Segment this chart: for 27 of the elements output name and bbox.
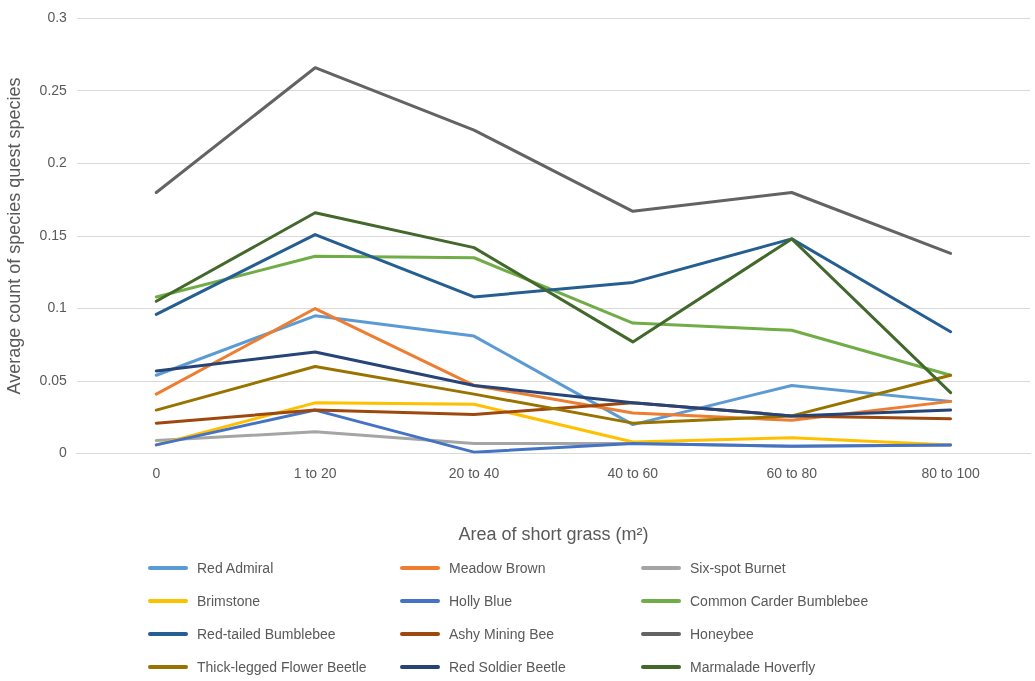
legend-label: Red-tailed Bumblebee <box>197 626 336 642</box>
legend-label: Honeybee <box>690 626 754 642</box>
y-tick-label: 0.3 <box>47 9 68 26</box>
legend-label: Brimstone <box>197 593 261 609</box>
y-tick-label: 0.25 <box>39 81 68 98</box>
x-tick-label: 80 to 100 <box>921 464 980 481</box>
x-tick-label: 1 to 20 <box>293 464 337 481</box>
x-tick-label: 20 to 40 <box>448 464 500 481</box>
y-tick-label: 0.05 <box>39 371 68 388</box>
legend-label: Red Soldier Beetle <box>449 659 566 675</box>
y-tick-label: 0.1 <box>47 299 68 316</box>
y-tick-label: 0 <box>59 444 68 461</box>
legend-label: Meadow Brown <box>449 560 546 576</box>
x-tick-label: 0 <box>152 464 161 481</box>
y-tick-label: 0.15 <box>39 226 68 243</box>
x-tick-label: 60 to 80 <box>766 464 818 481</box>
legend-label: Holly Blue <box>449 593 513 609</box>
legend-label: Marmalade Hoverfly <box>690 659 816 675</box>
legend-label: Red Admiral <box>197 560 274 576</box>
x-tick-label: 40 to 60 <box>607 464 659 481</box>
x-axis-title: Area of short grass (m²) <box>458 524 649 545</box>
legend-label: Six-spot Burnet <box>690 560 786 576</box>
legend-label: Thick-legged Flower Beetle <box>197 659 367 675</box>
legend-label: Common Carder Bumblebee <box>690 593 869 609</box>
legend-label: Ashy Mining Bee <box>449 626 555 642</box>
y-tick-label: 0.2 <box>47 154 68 171</box>
y-axis-title: Average count of species quest species <box>3 77 24 395</box>
